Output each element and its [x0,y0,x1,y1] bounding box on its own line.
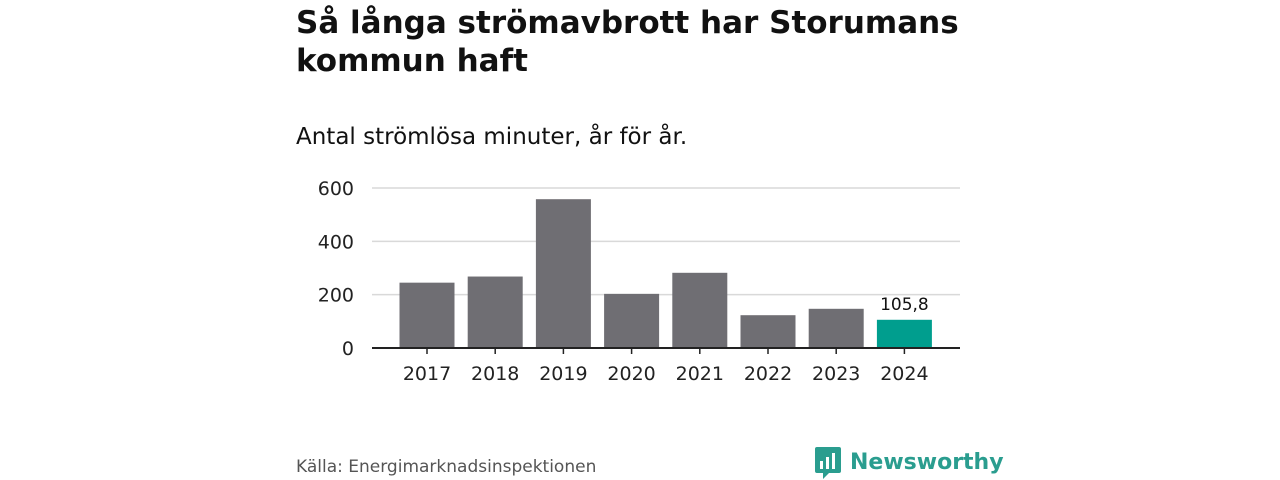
bar-2024 [876,319,932,348]
y-tick-label: 200 [318,285,354,307]
data-label: 105,8 [880,295,929,315]
bar-2022 [740,315,796,348]
y-tick-label: 600 [318,178,354,200]
bar-2021 [672,272,728,348]
x-tick-label: 2018 [471,363,519,385]
x-tick-label: 2020 [607,363,655,385]
bar-2017 [399,282,455,348]
x-tick-label: 2023 [812,363,860,385]
newsworthy-logo-icon [815,447,841,479]
newsworthy-logo-text: Newsworthy [850,450,1004,475]
bar-chart: 0 200 400 600 2017 2018 2019 2020 2021 2022 2023 20… [318,178,960,385]
x-tick-label: 2022 [744,363,792,385]
bar-2020 [604,293,660,348]
chart-title: Så långa strömavbrott har Storumans komm… [296,5,959,79]
newsworthy-logo: Newsworthy [814,446,1004,480]
bar-2018 [467,276,523,348]
x-tick-label: 2019 [539,363,587,385]
bar-2019 [535,199,591,348]
y-tick-label: 0 [342,338,354,360]
x-tick-label: 2024 [880,363,928,385]
bar-2023 [808,308,864,348]
source-note: Källa: Energimarknadsinspektionen [296,457,597,477]
y-tick-label: 400 [318,231,354,253]
chart-subtitle: Antal strömlösa minuter, år för år. [296,124,688,150]
x-tick-label: 2021 [676,363,724,385]
x-tick-label: 2017 [403,363,451,385]
